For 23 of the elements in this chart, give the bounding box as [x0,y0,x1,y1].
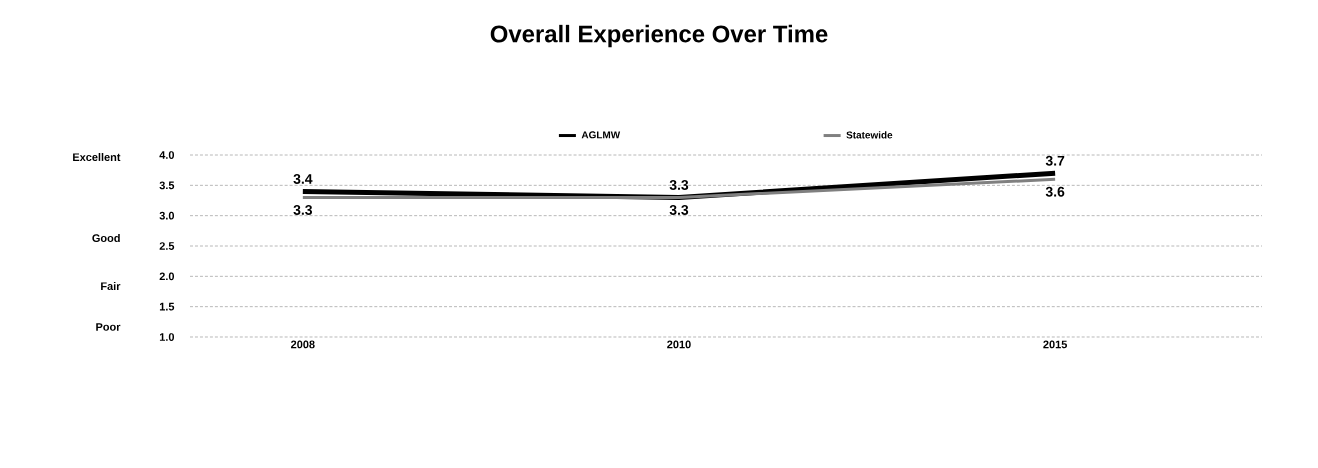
y-tick-label: 3.0 [159,211,175,220]
data-label: 3.6 [1045,186,1065,197]
data-label: 3.7 [1045,155,1065,166]
y-tick-label: 2.0 [159,272,175,281]
data-label: 3.3 [669,204,689,215]
text: Excellent [73,152,121,162]
y-tick-label: 1.5 [159,302,175,311]
text: Poor [96,323,121,331]
y-tick-label: 2.5 [159,242,175,250]
text: Good [92,233,120,243]
x-tick-label: 2015 [1043,340,1067,349]
x-tick-label: 2010 [667,340,691,349]
text: Fair [101,281,121,291]
legend-label: Statewide [846,131,893,139]
legend-label: AGLMW [581,131,621,139]
chart-title: Overall Experience Over Time [490,24,828,48]
data-label: 3.3 [293,204,313,215]
data-label: 3.4 [293,173,313,184]
y-tick-label: 3.5 [159,181,175,190]
data-label: 3.3 [669,180,689,190]
x-tick-label: 2008 [291,340,315,349]
y-tick-label: 1.0 [159,333,175,341]
y-tick-label: 4.0 [159,151,175,159]
